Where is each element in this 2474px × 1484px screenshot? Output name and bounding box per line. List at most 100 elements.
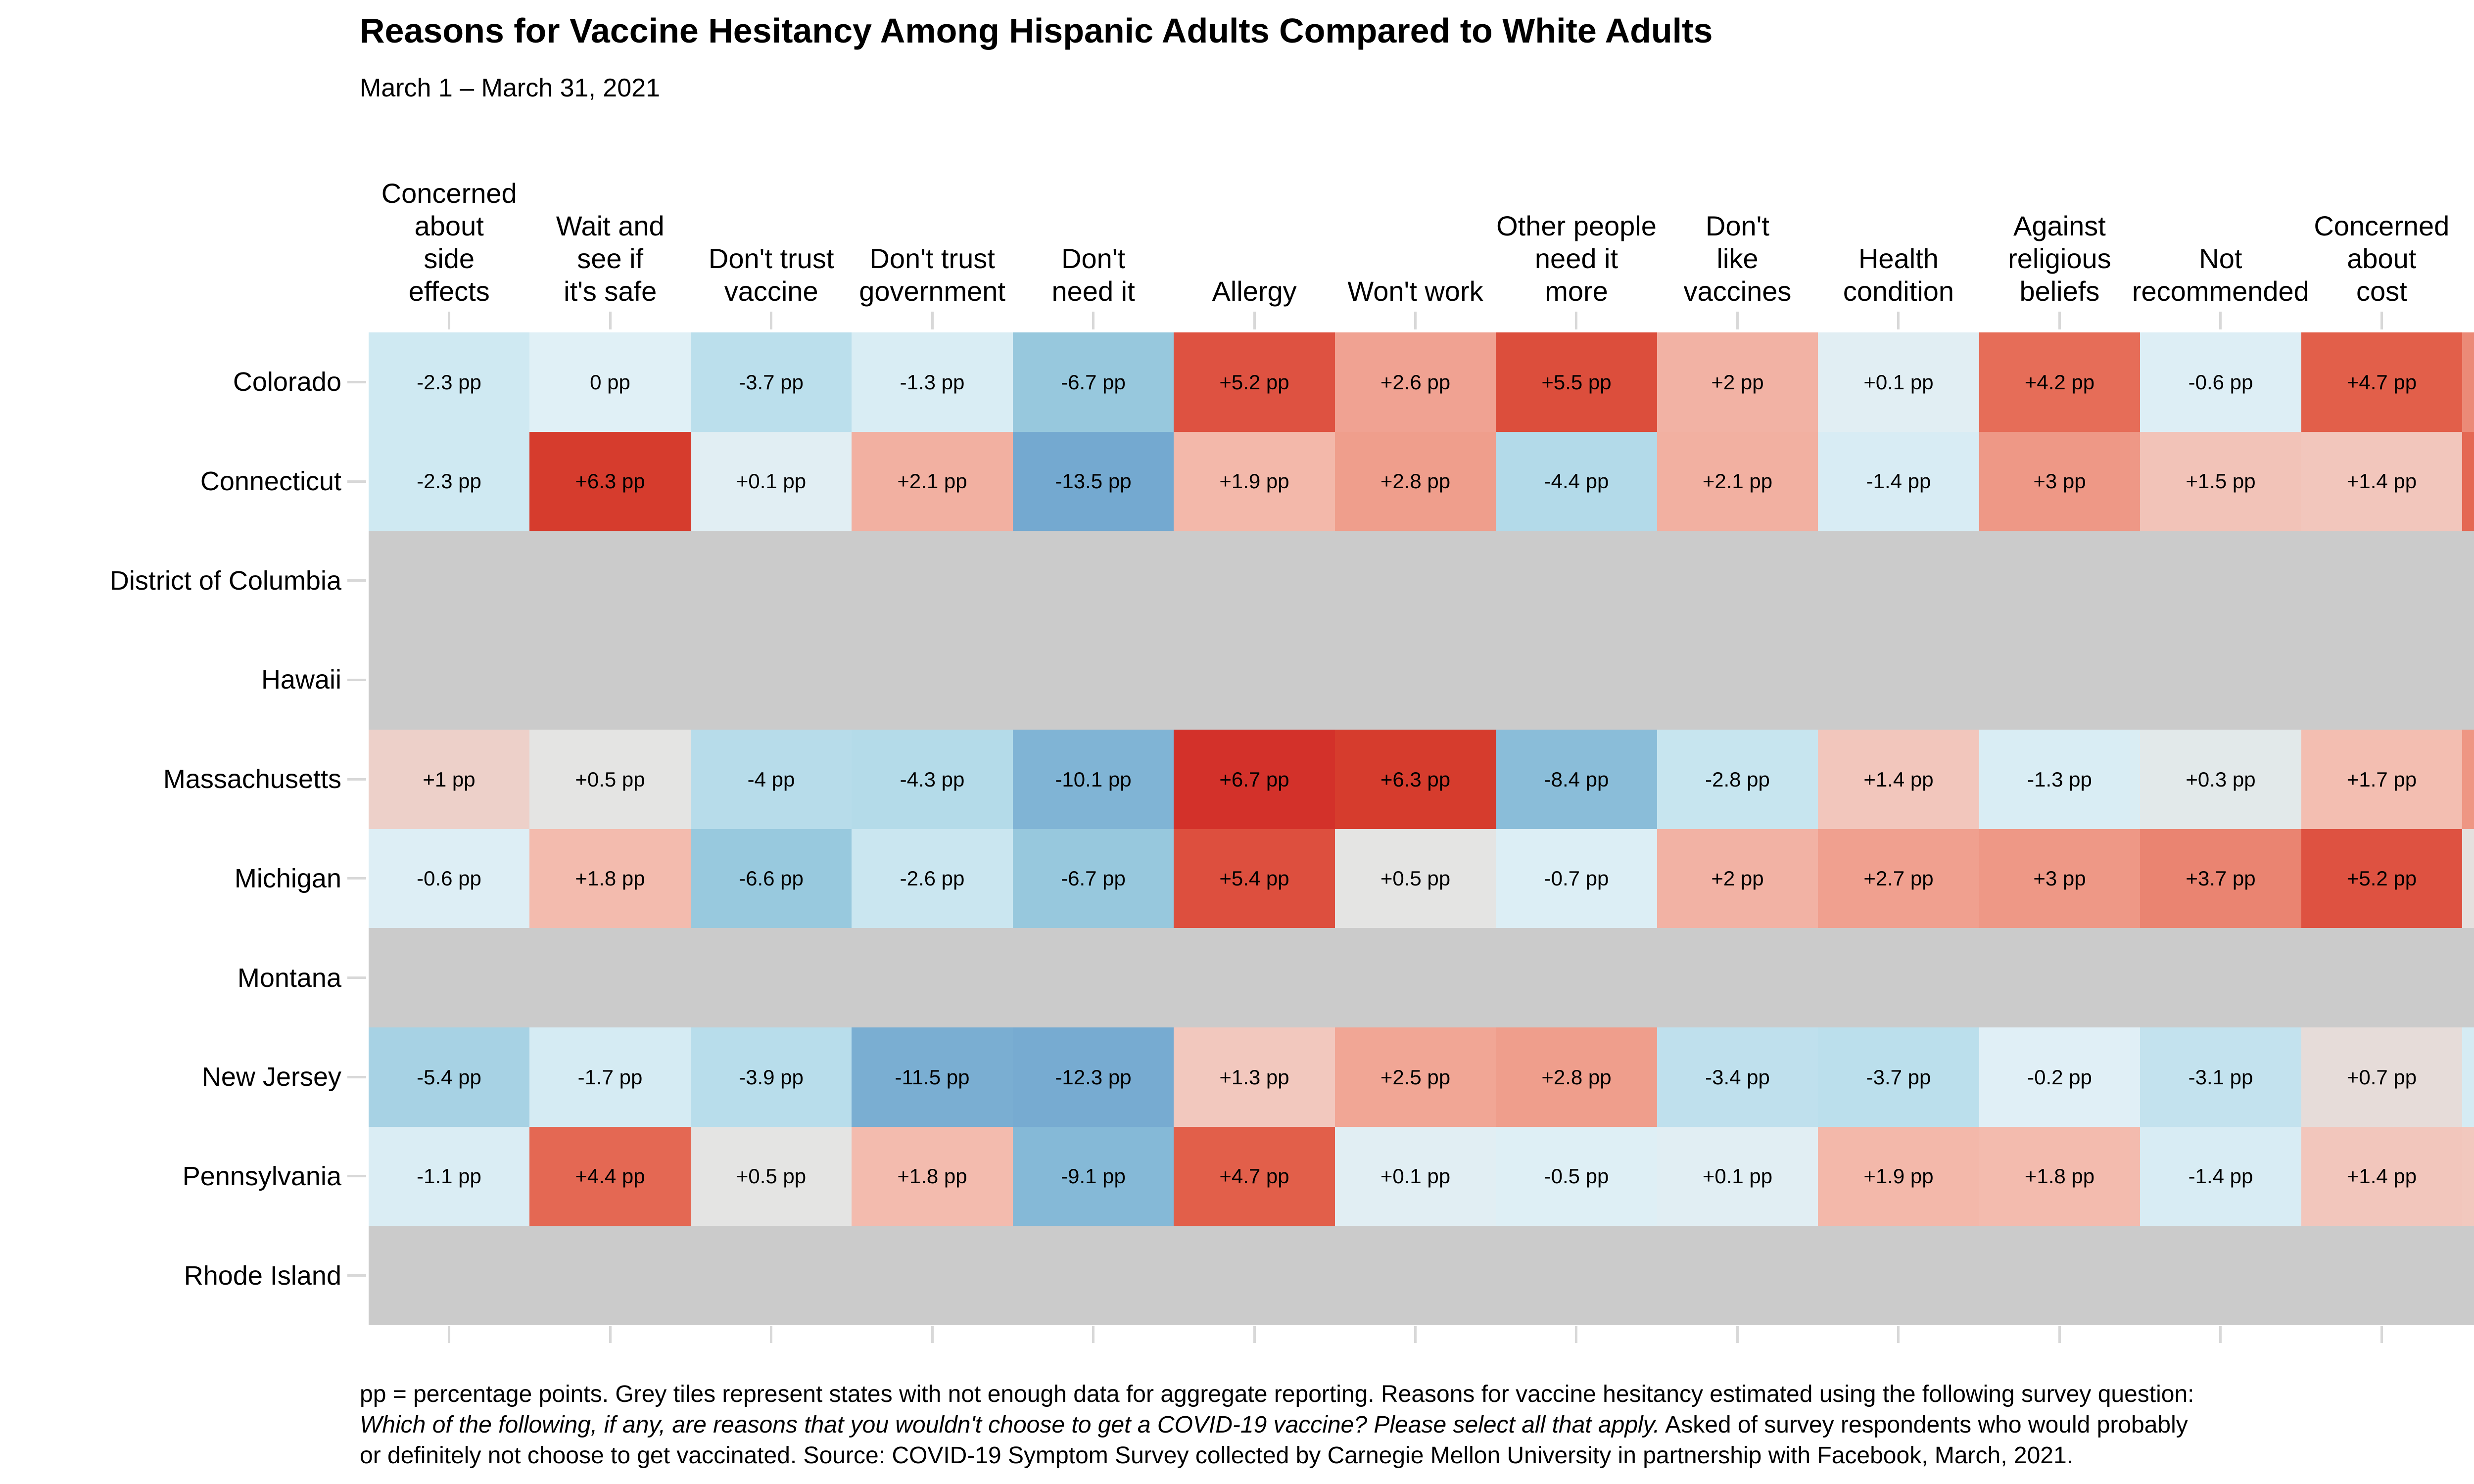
heatmap-cell: +1.7 pp (2301, 730, 2462, 829)
heatmap-cell: -13.5 pp (1013, 432, 1174, 531)
cell-value: -4 pp (747, 767, 795, 791)
axis-tick-bottom (2219, 1326, 2222, 1343)
column-header: Other people need it more (1496, 210, 1657, 307)
cell-value: -3.4 pp (1705, 1065, 1770, 1089)
row-label: Michigan (234, 863, 341, 893)
axis-tick-top (1092, 312, 1095, 329)
cell-value: -3.9 pp (739, 1065, 804, 1089)
heatmap-cell: +4.7 pp (1174, 1127, 1335, 1226)
cell-value: +4.2 pp (2024, 370, 2095, 394)
heatmap-cell: +3.5 pp (2462, 332, 2474, 432)
heatmap-cell: +2.8 pp (1335, 432, 1496, 531)
heatmap-cell: -1.4 pp (1818, 432, 1979, 531)
cell-value: +1.9 pp (1863, 1164, 1934, 1188)
axis-tick-bottom (1253, 1326, 1256, 1343)
row-label: Montana (237, 963, 341, 993)
page-title: Reasons for Vaccine Hesitancy Among Hisp… (360, 11, 1713, 50)
heatmap-cell: -3.7 pp (1818, 1027, 1979, 1127)
axis-tick-left (347, 1075, 366, 1078)
footnote-text: Asked of survey respondents who would pr… (1660, 1412, 2188, 1438)
cell-value: +0.1 pp (1380, 1164, 1451, 1188)
column-header: Wait and see if it's safe (556, 210, 665, 307)
cell-value: +2.8 pp (1541, 1065, 1612, 1089)
cell-value: +1.8 pp (575, 867, 645, 890)
column-header: Allergy (1212, 276, 1297, 307)
row-label: Massachusetts (163, 764, 341, 794)
heatmap-cell: +2 pp (1657, 829, 1818, 928)
heatmap-cell: -6.7 pp (1013, 829, 1174, 928)
cell-value: +0.3 pp (2186, 767, 2256, 791)
heatmap-cell: +4.7 pp (2301, 332, 2462, 432)
axis-tick-top (2058, 312, 2061, 329)
axis-tick-top (609, 312, 612, 329)
cell-value: -11.5 pp (895, 1065, 970, 1089)
axis-tick-left (347, 877, 366, 880)
footnote-line: or definitely not choose to get vaccinat… (360, 1440, 2194, 1471)
cell-value: +0.1 pp (1702, 1164, 1773, 1188)
heatmap-cell: -1.4 pp (2140, 1127, 2301, 1226)
cell-value: -2.3 pp (417, 469, 481, 493)
column-header: Won't work (1347, 276, 1483, 307)
axis-tick-bottom (1092, 1326, 1095, 1343)
axis-tick-bottom (448, 1326, 451, 1343)
heatmap-cell: +1.5 pp (2140, 432, 2301, 531)
heatmap-cell: +0.1 pp (691, 432, 852, 531)
heatmap-cell: +0.1 pp (1818, 332, 1979, 432)
cell-value: +3 pp (2033, 469, 2086, 493)
axis-tick-top (1897, 312, 1900, 329)
cell-value: -12.3 pp (1055, 1065, 1132, 1089)
heatmap-cell: +3.7 pp (2140, 829, 2301, 928)
axis-tick-bottom (931, 1326, 934, 1343)
cell-value: +2.6 pp (1380, 370, 1451, 394)
cell-value: +1.4 pp (1863, 767, 1934, 791)
column-header: Health condition (1843, 243, 1954, 307)
heatmap-cell: -12.3 pp (1013, 1027, 1174, 1127)
heatmap-cell: +2.7 pp (1818, 829, 1979, 928)
axis-tick-bottom (1414, 1326, 1417, 1343)
heatmap-cell: +4.4 pp (2462, 432, 2474, 531)
heatmap-cell: -8.4 pp (1496, 730, 1657, 829)
cell-value: +2.8 pp (1380, 469, 1451, 493)
cell-value: +4.4 pp (575, 1164, 645, 1188)
cell-value: +1 pp (423, 767, 476, 791)
cell-value: +5.2 pp (1219, 370, 1289, 394)
heatmap-cell: +3.1 pp (2462, 730, 2474, 829)
heatmap-cell: -4.3 pp (852, 730, 1013, 829)
cell-value: +0.5 pp (1380, 867, 1451, 890)
heatmap-cell: -0.6 pp (369, 829, 529, 928)
cell-value: +5.2 pp (2346, 867, 2417, 890)
heatmap-cell: -11.5 pp (852, 1027, 1013, 1127)
heatmap-cell: +6.3 pp (1335, 730, 1496, 829)
no-data-row-band (369, 531, 2474, 630)
cell-value: -0.6 pp (2188, 370, 2253, 394)
axis-tick-left (347, 480, 366, 483)
footnote-line: Which of the following, if any, are reas… (360, 1410, 2194, 1440)
axis-tick-left (347, 976, 366, 979)
heatmap-cell: +6.3 pp (529, 432, 691, 531)
heatmap-cell: +1 pp (369, 730, 529, 829)
heatmap-cell: +1.8 pp (529, 829, 691, 928)
cell-value: +6.3 pp (575, 469, 645, 493)
heatmap-cell: +2.1 pp (852, 432, 1013, 531)
no-data-row-band (369, 928, 2474, 1027)
cell-value: -3.7 pp (1866, 1065, 1931, 1089)
footnote-line: pp = percentage points. Grey tiles repre… (360, 1379, 2194, 1410)
heatmap-cell: +0.1 pp (1335, 1127, 1496, 1226)
axis-tick-bottom (2380, 1326, 2383, 1343)
heatmap-cell: +2.5 pp (1335, 1027, 1496, 1127)
cell-value: +1.3 pp (1219, 1065, 1289, 1089)
cell-value: +4.7 pp (1219, 1164, 1289, 1188)
heatmap-cell: -0.6 pp (2140, 332, 2301, 432)
heatmap-cell: +4.4 pp (529, 1127, 691, 1226)
cell-value: +5.4 pp (1219, 867, 1289, 890)
axis-tick-left (347, 1274, 366, 1277)
cell-value: +4.7 pp (2346, 370, 2417, 394)
heatmap-cell: +0.5 pp (529, 730, 691, 829)
heatmap-cell: -9.1 pp (1013, 1127, 1174, 1226)
column-header: Concerned about cost (2314, 210, 2450, 307)
no-data-row-band (369, 1226, 2474, 1325)
heatmap-cell: -1.7 pp (529, 1027, 691, 1127)
heatmap-cell: +1.9 pp (1174, 432, 1335, 531)
heatmap-cell: -3.1 pp (2140, 1027, 2301, 1127)
heatmap-cell: +3 pp (1979, 829, 2140, 928)
